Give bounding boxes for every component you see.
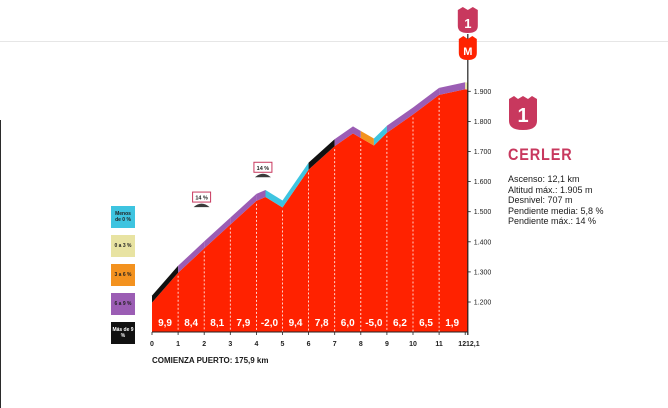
x-tick-label: 12 (458, 341, 466, 348)
legend-label: Menos de 0 % (115, 211, 131, 223)
summit-category-flag (457, 7, 478, 33)
summit-category-number: 1 (464, 16, 471, 31)
km-gradient-label: 9,4 (289, 318, 303, 329)
legend-item-below-0: Menos de 0 % (111, 206, 135, 228)
km-gradient-label: 6,0 (341, 318, 355, 329)
x-tick-label: 6 (307, 341, 311, 348)
x-tick-label: 11 (435, 341, 443, 348)
summit-finish-flag (458, 36, 477, 60)
x-tick-label: 8 (359, 341, 363, 348)
legend-item-above-9: Más de 9 % (111, 322, 135, 344)
y-tick-label: 1.200 (474, 300, 492, 307)
gradient-band-segment (373, 125, 387, 146)
km-gradient-label: 8,1 (210, 318, 224, 329)
stat-max-altitude: Altitud máx.: 1.905 m (508, 184, 593, 195)
legend-label: 0 a 3 % (114, 243, 132, 249)
climb-start-label: COMIENZA PUERTO: 175,9 km (152, 356, 269, 365)
gradient-band-segment (256, 190, 266, 201)
y-tick-label: 1.800 (474, 119, 492, 126)
y-tick-label: 1.500 (474, 209, 492, 216)
gradient-band-segment (282, 162, 309, 208)
legend-item-0-3: 0 a 3 % (111, 235, 135, 257)
summit-name: CERLER (508, 145, 573, 164)
km-gradient-label: -5,0 (365, 318, 383, 329)
km-gradient-label: 6,2 (393, 318, 407, 329)
x-tick-label: 10 (409, 341, 417, 348)
km-gradient-label: 1,9 (445, 318, 459, 329)
category-badge-icon: 1 (509, 96, 537, 130)
category-badge-number: 1 (517, 105, 528, 127)
steep-callout-label: 14 % (195, 196, 208, 202)
steep-callout-icon (254, 173, 271, 178)
y-tick-label: 1.700 (474, 149, 492, 156)
gradient-band-segment (265, 190, 283, 208)
x-tick-label: 12,1 (466, 341, 480, 348)
stat-elevation-gain: Desnivel: 707 m (508, 195, 573, 205)
km-gradient-label: -2,0 (261, 318, 279, 329)
x-tick-label: 1 (176, 341, 180, 348)
steep-callout-label: 14 % (257, 166, 270, 172)
legend-label: Más de 9 % (112, 327, 134, 339)
steep-callout-icon (193, 203, 210, 208)
gradient-band-segment (439, 82, 466, 95)
km-gradient-label: 9,9 (158, 318, 172, 329)
x-tick-label: 3 (228, 341, 232, 348)
legend-label: 6 a 9 % (114, 301, 132, 307)
gradient-band-segment (360, 131, 374, 146)
summit-info-panel: 1 CERLER Ascenso: 12,1 km Altitud máx.: … (508, 96, 658, 227)
summit-finish-letter: M (463, 46, 472, 58)
frame-top-line (0, 41, 668, 42)
gradient-band-segment (152, 265, 179, 303)
y-tick-label: 1.400 (474, 239, 492, 246)
frame-left-line (0, 120, 1, 408)
gradient-band-segment (178, 241, 205, 273)
x-tick-label: 9 (385, 341, 389, 348)
km-gradient-label: 8,4 (184, 318, 198, 329)
stat-ascent: Ascenso: 12,1 km (508, 174, 580, 184)
gradient-band-segment (353, 126, 361, 138)
x-tick-label: 7 (333, 341, 337, 348)
y-tick-label: 1.600 (474, 179, 492, 186)
gradient-band-segment (413, 87, 440, 115)
stat-average-gradient: Pendiente media: 5,8 % (508, 205, 604, 216)
steep-callout-box (253, 161, 273, 173)
gradient-band-segment (334, 126, 353, 147)
x-tick-label: 4 (254, 341, 258, 348)
profile-area (152, 89, 468, 332)
x-tick-label: 2 (202, 341, 206, 348)
gradient-band-segment (386, 107, 413, 133)
km-gradient-label: 7,9 (236, 318, 250, 329)
steep-callout-box (192, 191, 212, 203)
x-tick-label: 0 (150, 341, 154, 348)
legend-item-6-9: 6 a 9 % (111, 293, 135, 315)
gradient-legend: Menos de 0 % 0 a 3 % 3 a 6 % 6 a 9 % Más… (111, 206, 135, 351)
y-tick-label: 1.900 (474, 89, 492, 96)
x-tick-label: 5 (281, 341, 285, 348)
gradient-band-segment (465, 82, 468, 90)
stat-max-gradient: Pendiente máx.: 14 % (508, 216, 597, 226)
km-gradient-label: 7,8 (315, 318, 329, 329)
gradient-band-segment (204, 217, 231, 249)
legend-item-3-6: 3 a 6 % (111, 264, 135, 286)
gradient-band-segment (230, 193, 257, 225)
km-gradient-label: 6,5 (419, 318, 433, 329)
legend-label: 3 a 6 % (114, 272, 132, 278)
y-tick-label: 1.300 (474, 269, 492, 276)
gradient-band-segment (308, 139, 335, 170)
